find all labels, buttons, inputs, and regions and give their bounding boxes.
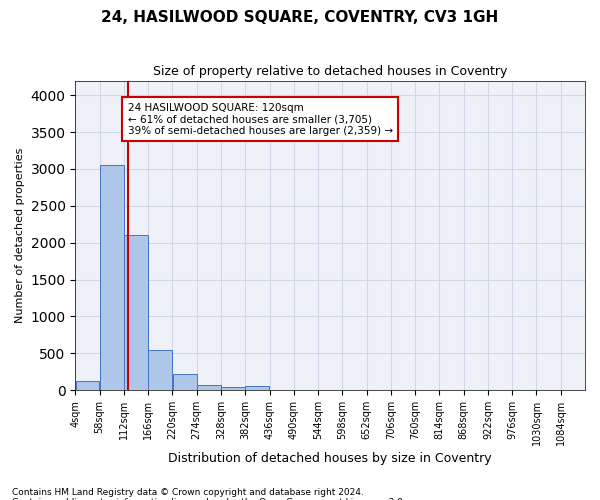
- Text: 24 HASILWOOD SQUARE: 120sqm
← 61% of detached houses are smaller (3,705)
39% of : 24 HASILWOOD SQUARE: 120sqm ← 61% of det…: [128, 102, 392, 136]
- Bar: [197, 385, 221, 390]
- Bar: [100, 166, 124, 390]
- Title: Size of property relative to detached houses in Coventry: Size of property relative to detached ho…: [153, 65, 508, 78]
- Text: Contains public sector information licensed under the Open Government Licence v3: Contains public sector information licen…: [12, 498, 406, 500]
- Bar: [76, 380, 100, 390]
- Bar: [173, 374, 197, 390]
- Bar: [221, 387, 245, 390]
- Bar: [245, 386, 269, 390]
- Y-axis label: Number of detached properties: Number of detached properties: [15, 148, 25, 323]
- X-axis label: Distribution of detached houses by size in Coventry: Distribution of detached houses by size …: [169, 452, 492, 465]
- Text: Contains HM Land Registry data © Crown copyright and database right 2024.: Contains HM Land Registry data © Crown c…: [12, 488, 364, 497]
- Bar: [148, 350, 172, 390]
- Text: 24, HASILWOOD SQUARE, COVENTRY, CV3 1GH: 24, HASILWOOD SQUARE, COVENTRY, CV3 1GH: [101, 10, 499, 25]
- Bar: [124, 236, 148, 390]
